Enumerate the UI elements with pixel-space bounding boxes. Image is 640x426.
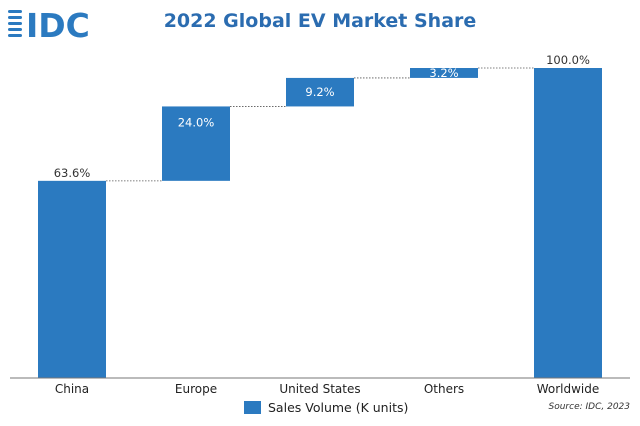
logo-text: IDC (26, 6, 90, 40)
logo-globe-icon (8, 10, 22, 37)
x-tick-label: Worldwide (537, 382, 600, 396)
bar-united-states (286, 77, 354, 107)
legend: Sales Volume (K units) (244, 400, 408, 415)
legend-label: Sales Volume (K units) (268, 400, 409, 415)
data-label: 63.6% (54, 166, 91, 180)
bar-china (38, 180, 106, 378)
idc-logo: IDC (8, 6, 90, 40)
x-tick-label: United States (279, 382, 360, 396)
x-tick-label: China (55, 382, 89, 396)
legend-swatch (244, 401, 261, 414)
chart-title: 2022 Global EV Market Share (163, 10, 477, 32)
x-tick-label: Others (424, 382, 464, 396)
bar-others (410, 68, 478, 78)
data-label: 9.2% (305, 85, 334, 99)
data-label: 3.2% (429, 66, 458, 80)
bar-europe (162, 106, 230, 181)
data-label: 100.0% (546, 53, 590, 67)
source-note: Source: IDC, 2023 (548, 402, 631, 412)
data-label: 24.0% (178, 115, 215, 129)
x-tick-label: Europe (175, 382, 217, 396)
bar-worldwide (534, 68, 602, 378)
